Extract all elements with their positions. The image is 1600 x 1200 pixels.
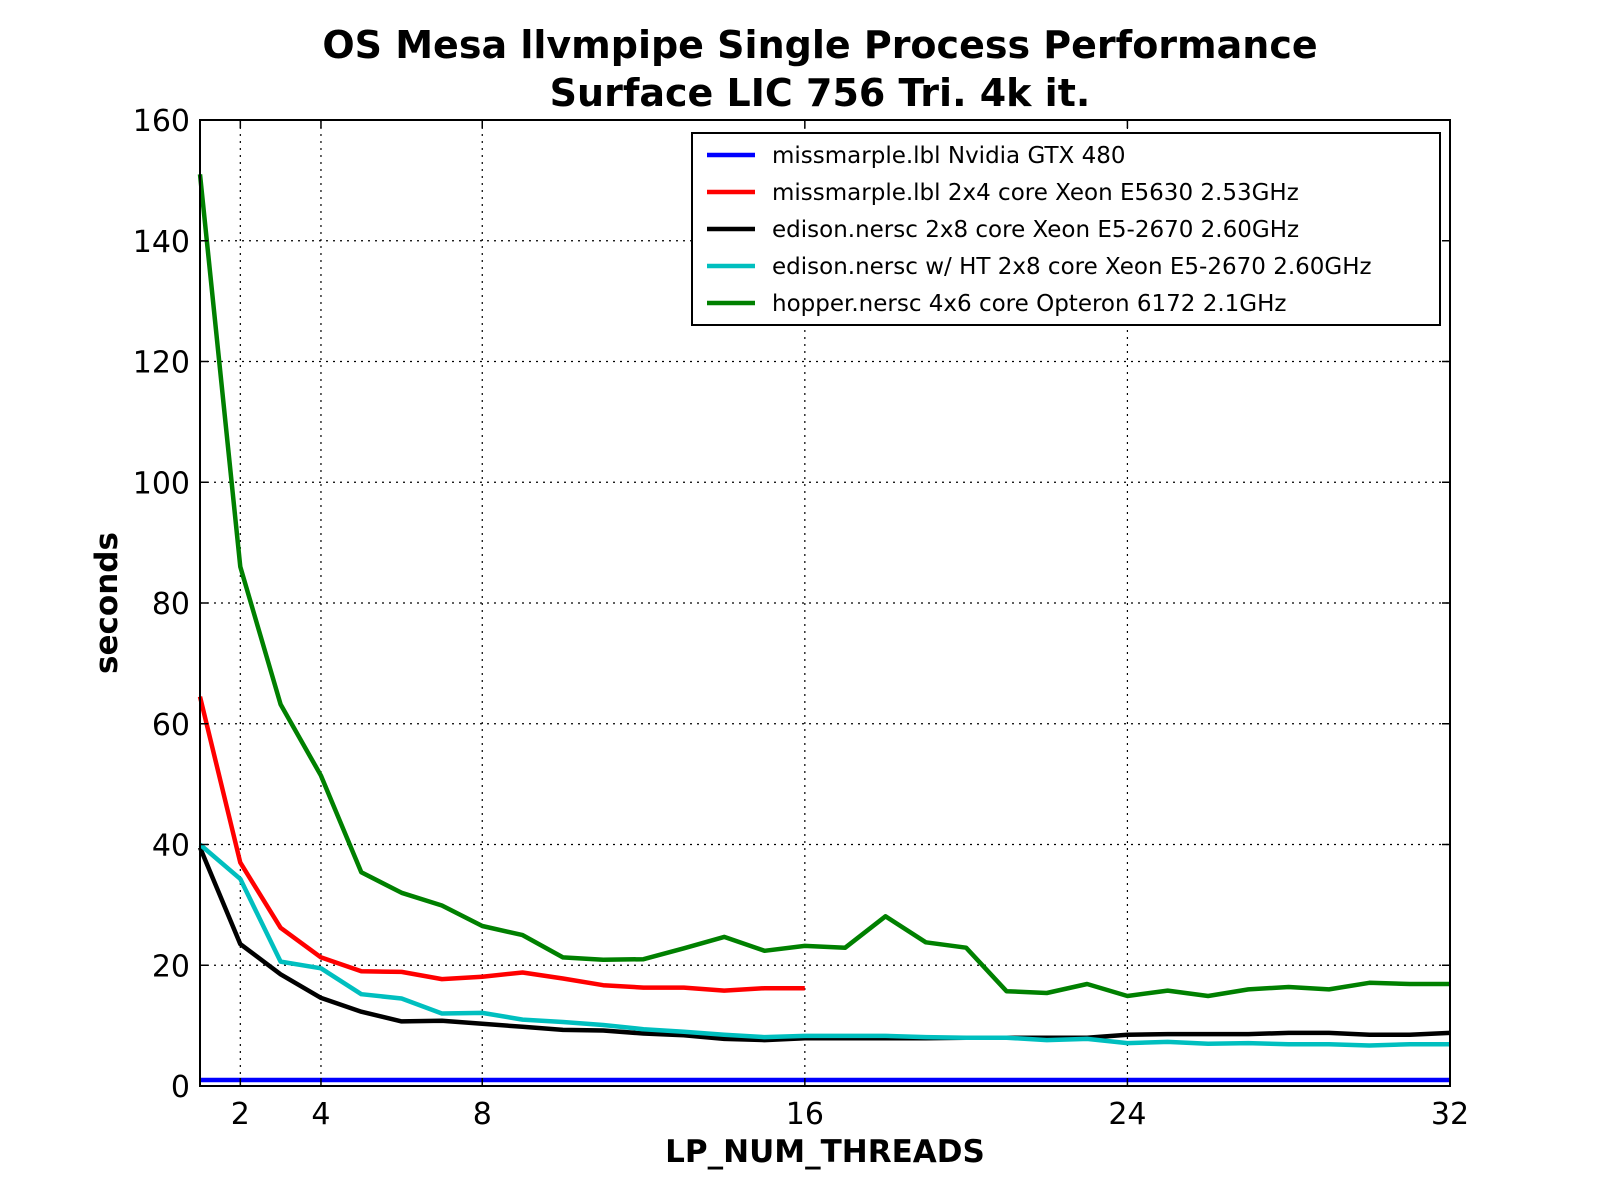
y-tick-label: 0 bbox=[171, 1070, 190, 1105]
legend-entry-label: missmarple.lbl 2x4 core Xeon E5630 2.53G… bbox=[772, 180, 1299, 206]
series-line-4 bbox=[198, 842, 1450, 1048]
x-tick-label: 8 bbox=[473, 1097, 492, 1132]
y-tick-label: 60 bbox=[152, 708, 190, 743]
chart-title-line-1: OS Mesa llvmpipe Single Process Performa… bbox=[322, 23, 1317, 67]
y-tick-label: 140 bbox=[133, 225, 190, 260]
x-tick-label: 4 bbox=[311, 1097, 330, 1132]
y-tick-label: 40 bbox=[152, 829, 190, 864]
x-tick-label: 2 bbox=[231, 1097, 250, 1132]
chart-title: OS Mesa llvmpipe Single Process Performa… bbox=[322, 23, 1317, 115]
y-tick-label: 100 bbox=[133, 466, 190, 501]
chart-title-line-2: Surface LIC 756 Tri. 4k it. bbox=[550, 71, 1091, 115]
legend-entry-label: missmarple.lbl Nvidia GTX 480 bbox=[772, 143, 1125, 169]
legend-entry-label: hopper.nersc 4x6 core Opteron 6172 2.1GH… bbox=[772, 291, 1287, 317]
series-line-3 bbox=[197, 846, 1451, 1043]
legend-entry-label: edison.nersc 2x8 core Xeon E5-2670 2.60G… bbox=[772, 217, 1299, 243]
x-axis-label: LP_NUM_THREADS bbox=[665, 1134, 985, 1170]
y-tick-label: 80 bbox=[152, 587, 190, 622]
legend-box bbox=[691, 132, 1441, 326]
x-tick-label: 24 bbox=[1108, 1097, 1146, 1132]
legend: missmarple.lbl Nvidia GTX 480 missmarple.… bbox=[691, 132, 1441, 326]
series-lines bbox=[197, 174, 1451, 1083]
series-line-2 bbox=[197, 696, 805, 993]
x-tick-label: 16 bbox=[786, 1097, 824, 1132]
y-axis-label: seconds bbox=[89, 532, 125, 674]
series-line-5 bbox=[197, 174, 1450, 999]
legend-entry-label: edison.nersc w/ HT 2x8 core Xeon E5-2670… bbox=[772, 254, 1372, 280]
y-tick-label: 20 bbox=[152, 949, 190, 984]
y-tick-label: 120 bbox=[133, 346, 190, 381]
x-tick-label: 32 bbox=[1431, 1097, 1469, 1132]
y-tick-label: 160 bbox=[133, 104, 190, 139]
